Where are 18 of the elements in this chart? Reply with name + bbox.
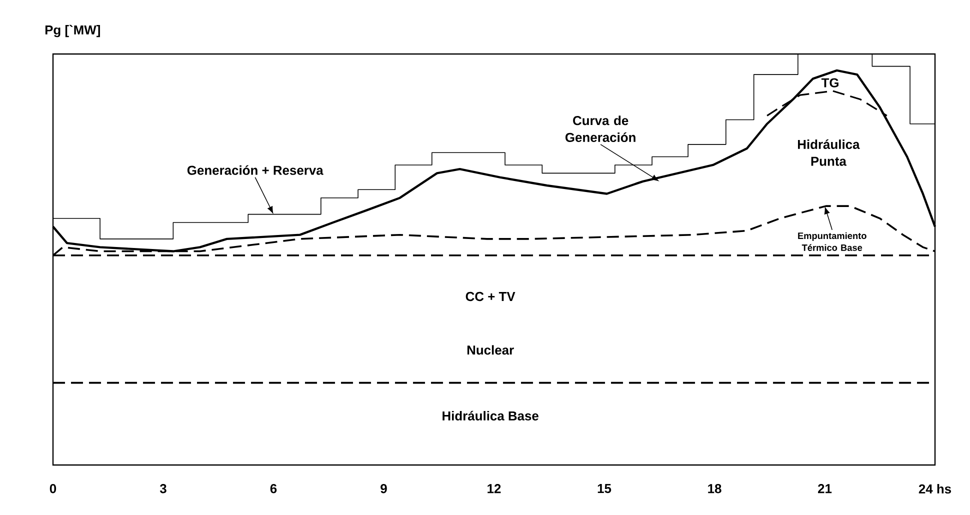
x-tick-label: 21 [818, 484, 832, 494]
x-tick-label: 15 [598, 484, 612, 494]
x-tick-label: 9 [380, 484, 387, 494]
annotation: Curva de Generación [565, 116, 636, 142]
y-axis-title: Pg [`MW] [45, 24, 100, 38]
x-tick-label: 0 [50, 484, 56, 494]
annotation: Generación + Reserva [187, 165, 324, 175]
x-tick-label: 24 hs [918, 484, 952, 494]
annotation: Empuntamiento Térmico Base [798, 232, 866, 251]
annotation: Hidráulica Punta [798, 139, 860, 166]
annotation: Nuclear [467, 345, 514, 355]
x-tick-label: 6 [270, 484, 277, 494]
x-tick-label: 3 [160, 484, 166, 494]
x-tick-label: 18 [708, 484, 722, 494]
x-tick-label: 12 [488, 484, 501, 494]
annotation: TG [821, 78, 838, 88]
annotation: Hidráulica Base [442, 410, 538, 420]
annotation: CC + TV [466, 292, 516, 302]
